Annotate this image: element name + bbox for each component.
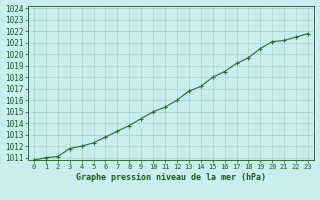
X-axis label: Graphe pression niveau de la mer (hPa): Graphe pression niveau de la mer (hPa) (76, 173, 266, 182)
